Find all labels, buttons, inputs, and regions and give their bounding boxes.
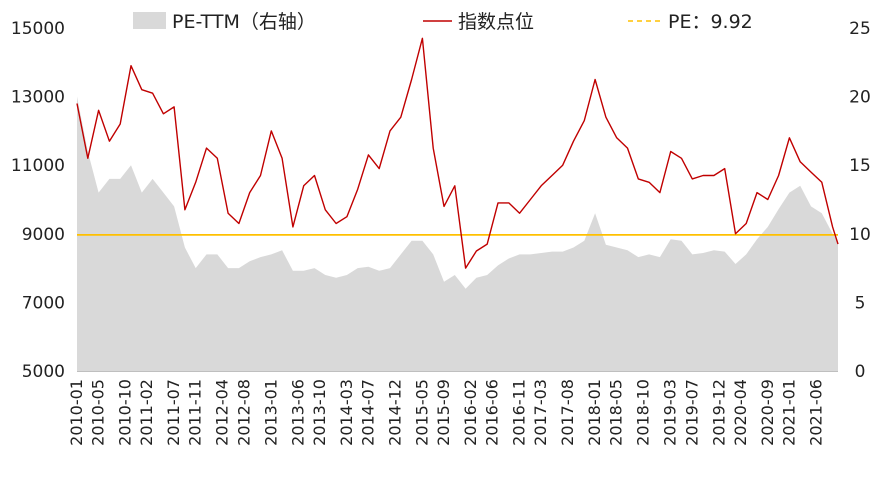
x-axis-tick-label: 2010-10 bbox=[116, 379, 135, 446]
legend: PE-TTM（右轴） 指数点位 PE：9.92 bbox=[133, 11, 753, 33]
x-axis-tick-label: 2021-01 bbox=[779, 379, 798, 446]
x-axis-tick-label: 2016-06 bbox=[483, 379, 502, 446]
index-line-layer bbox=[76, 37, 839, 269]
left-axis-tick-label: 7000 bbox=[22, 293, 65, 313]
right-axis-tick-label: 15 bbox=[849, 156, 871, 176]
x-axis-tick-label: 2017-08 bbox=[558, 379, 577, 446]
right-axis-tick-label: 0 bbox=[855, 362, 866, 382]
x-axis-tick-label: 2010-01 bbox=[67, 379, 86, 446]
left-axis-tick-label: 13000 bbox=[11, 88, 65, 108]
x-axis-tick-label: 2018-01 bbox=[585, 379, 604, 446]
x-axis-tick-label: 2014-12 bbox=[385, 379, 404, 446]
x-axis-tick-label: 2014-03 bbox=[337, 379, 356, 446]
x-axis-tick-label: 2013-01 bbox=[261, 379, 280, 446]
x-axis-tick-label: 2018-10 bbox=[634, 379, 653, 446]
x-axis-tick-label: 2017-03 bbox=[531, 379, 550, 446]
x-axis-tick-label: 2019-03 bbox=[661, 379, 680, 446]
index-level-line bbox=[76, 37, 839, 269]
x-axis-tick-label: 2018-05 bbox=[607, 379, 626, 446]
x-axis-tick-label: 2020-09 bbox=[758, 379, 777, 446]
x-axis-tick-label: 2019-07 bbox=[682, 379, 701, 446]
left-axis-tick-label: 11000 bbox=[11, 156, 65, 176]
left-axis-tick-label: 5000 bbox=[22, 362, 65, 382]
right-axis-tick-label: 20 bbox=[849, 88, 871, 108]
x-axis-tick-label: 2011-07 bbox=[164, 379, 183, 446]
right-axis: 0 5 10 15 20 25 bbox=[849, 19, 871, 382]
x-axis-tick-label: 2020-04 bbox=[731, 379, 750, 446]
x-axis-tick-label: 2015-09 bbox=[434, 379, 453, 446]
legend-swatch-pe-area bbox=[133, 12, 166, 29]
legend-label-index-line: 指数点位 bbox=[458, 11, 534, 33]
right-axis-tick-label: 5 bbox=[855, 293, 866, 313]
left-axis-tick-label: 15000 bbox=[11, 19, 65, 39]
pe-ttm-area bbox=[77, 96, 838, 371]
x-axis-tick-label: 2010-05 bbox=[89, 379, 108, 446]
x-axis-tick-label: 2016-02 bbox=[461, 379, 480, 446]
x-axis-tick-label: 2016-11 bbox=[510, 379, 529, 446]
left-axis-tick-label: 9000 bbox=[22, 225, 65, 245]
x-axis-tick-label: 2011-02 bbox=[137, 379, 156, 446]
x-axis-tick-label: 2012-04 bbox=[213, 379, 232, 446]
left-axis: 5000 7000 9000 11000 13000 15000 bbox=[11, 19, 65, 382]
x-axis-tick-label: 2021-06 bbox=[806, 379, 825, 446]
x-axis-tick-label: 2013-06 bbox=[288, 379, 307, 446]
x-axis-tick-label: 2015-05 bbox=[412, 379, 431, 446]
pe-area-layer bbox=[77, 96, 838, 371]
x-axis-tick-label: 2012-08 bbox=[234, 379, 253, 446]
right-axis-tick-label: 25 bbox=[849, 19, 871, 39]
legend-label-pe-reference: PE：9.92 bbox=[668, 11, 753, 33]
right-axis-tick-label: 10 bbox=[849, 225, 871, 245]
x-axis: 2010-01 2010-05 2010-10 2011-02 2011-07 2011-… bbox=[67, 371, 838, 446]
x-axis-tick-label: 2014-07 bbox=[358, 379, 377, 446]
x-axis-tick-label: 2013-10 bbox=[310, 379, 329, 446]
legend-label-pe-area: PE-TTM（右轴） bbox=[172, 11, 316, 33]
x-axis-tick-label: 2019-12 bbox=[709, 379, 728, 446]
x-axis-tick-label: 2011-11 bbox=[186, 379, 205, 446]
